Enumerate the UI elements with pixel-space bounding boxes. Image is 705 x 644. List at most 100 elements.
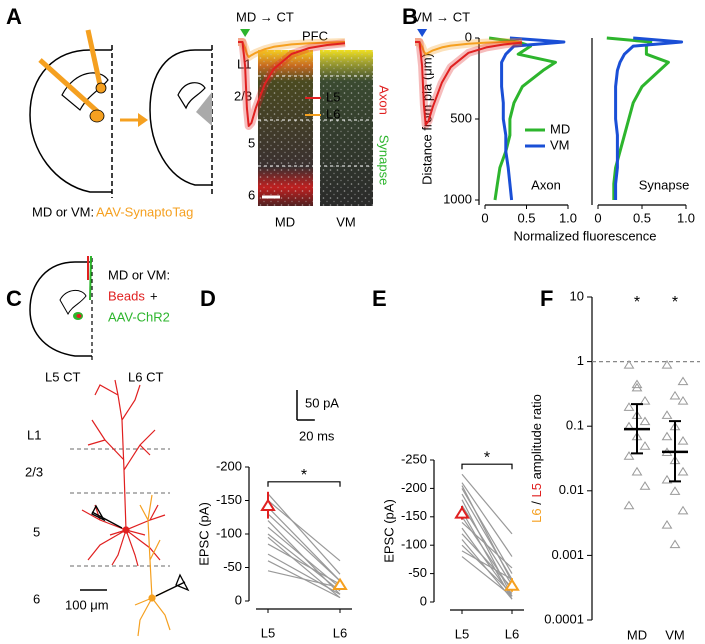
y-axis-title-part: L5 (529, 483, 544, 497)
paired-line (267, 533, 341, 592)
paired-line (461, 522, 513, 569)
pipette (91, 504, 123, 529)
brain-schematic (29, 255, 93, 360)
data-point (661, 431, 673, 441)
mean-marker (332, 577, 348, 591)
data-point (677, 376, 689, 386)
legend-label: L6 (326, 106, 340, 121)
data-point (661, 360, 673, 369)
mean-marker (504, 578, 520, 591)
y-axis-title: L6 / L5 amplitude ratio (529, 394, 544, 523)
layer-boundaries (258, 75, 373, 199)
data-point (661, 410, 673, 419)
y-axis-title-part: amplitude ratio (529, 394, 544, 483)
x-tick-label: VM (665, 627, 685, 642)
section-label: VM (336, 214, 356, 229)
x-tick-label: MD (627, 627, 647, 642)
data-point (639, 441, 651, 450)
paired-line (461, 550, 513, 580)
x-tick-label: L6 (333, 625, 347, 640)
y-tick-label: -50 (223, 559, 242, 574)
x-axis-title: Normalized fluorescence (513, 228, 656, 243)
layer-label: 2/3 (25, 464, 43, 479)
data-point (661, 520, 673, 529)
caption: AAV-SynaptoTag (96, 204, 193, 219)
scale-label: 50 pA (305, 395, 339, 410)
data-point (631, 382, 643, 392)
paired-line (267, 506, 341, 582)
paired-line (461, 533, 513, 589)
panel-label: E (372, 286, 387, 311)
micrograph (258, 50, 313, 206)
channel-label: Axon (377, 85, 392, 115)
caption: MD or VM: (108, 267, 170, 282)
data-point (631, 379, 643, 389)
section-label: MD (275, 214, 295, 229)
profile-line (488, 36, 557, 201)
data-point (661, 474, 673, 484)
y-tick-label: -200 (401, 480, 427, 495)
x-tick-label: L6 (505, 626, 519, 641)
x-tick-label: 0.5 (517, 210, 535, 225)
caption: MD or VM: (32, 204, 94, 219)
panel-label: A (6, 4, 22, 29)
y-tick-label: 1 (577, 353, 584, 368)
paired-line (461, 544, 513, 594)
data-point (677, 466, 689, 476)
legend-label: VM (550, 137, 570, 152)
trace (238, 41, 346, 58)
y-tick-label: 1000 (443, 191, 472, 206)
y-tick-label: 0.001 (551, 547, 584, 562)
x-tick-label: 0 (481, 210, 488, 225)
x-tick-label: L5 (455, 626, 469, 641)
legend-label: L5 (326, 89, 340, 104)
panel-label: F (540, 286, 553, 311)
data-point (677, 435, 689, 445)
data-point (677, 395, 689, 405)
y-tick-label: 500 (450, 110, 472, 125)
data-point (623, 360, 635, 369)
y-axis-title-part: L6 (529, 508, 544, 522)
data-point (669, 390, 681, 400)
data-point (639, 416, 651, 426)
paired-line (461, 485, 513, 583)
trace (238, 41, 346, 127)
profile-line (614, 36, 684, 200)
paired-line (267, 513, 341, 582)
caption: AAV-ChR2 (108, 309, 170, 324)
layer-label: 6 (33, 591, 40, 606)
significance: * (301, 467, 307, 484)
scale-label: 100 μm (65, 597, 109, 612)
layer-label: 5 (33, 524, 40, 539)
y-tick-label: 0.1 (566, 418, 584, 433)
chart-title: MD → CT (236, 9, 294, 24)
y-tick-label: -150 (216, 492, 242, 507)
paired-line (461, 482, 513, 557)
mean-marker (454, 506, 470, 519)
x-tick-label: 0 (594, 210, 601, 225)
y-axis-title: EPSC (pA) (196, 502, 211, 566)
paired-line (267, 500, 341, 562)
y-tick-label: -200 (216, 458, 242, 473)
y-tick-label: 0 (235, 592, 242, 607)
panel-label: C (6, 286, 22, 311)
data-point (639, 481, 651, 490)
channel-label: Synapse (377, 135, 392, 186)
paired-line (461, 556, 513, 597)
paired-line (267, 493, 341, 575)
region-label: PFC (302, 28, 328, 43)
legend-label: MD (550, 121, 570, 136)
x-tick-label: 1.0 (677, 210, 695, 225)
layer-label: 6 (248, 187, 255, 202)
scale-label: 20 ms (299, 428, 335, 443)
paired-line (267, 553, 341, 595)
significance-bracket (461, 463, 513, 470)
data-point (669, 539, 681, 549)
y-axis-title: EPSC (pA) (381, 499, 396, 563)
data-point (623, 500, 635, 510)
y-tick-label: 0.01 (559, 482, 584, 497)
neuron (81, 379, 166, 567)
panel-label: D (200, 286, 216, 311)
paired-line (461, 499, 513, 597)
trace (415, 41, 523, 126)
